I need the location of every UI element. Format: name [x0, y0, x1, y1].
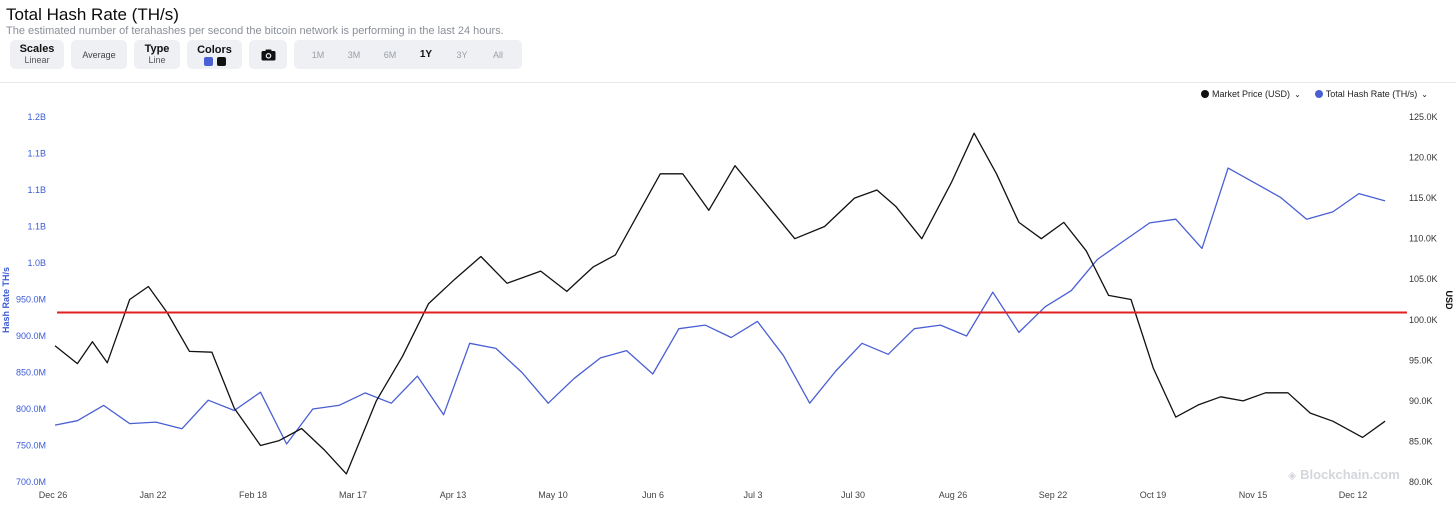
scales-label: Scales: [19, 43, 55, 55]
blockchain-logo-icon: ◈: [1288, 470, 1297, 482]
header-divider: [0, 82, 1456, 83]
legend-label-hash-rate: Total Hash Rate (TH/s): [1325, 89, 1418, 99]
y-right-tick-label: 85.0K: [1409, 436, 1433, 446]
x-tick-label: Sep 22: [1039, 490, 1068, 500]
range-1y[interactable]: 1Y: [419, 49, 433, 60]
type-value: Line: [148, 55, 166, 65]
scales-value: Linear: [24, 55, 50, 65]
watermark-text: Blockchain.com: [1300, 467, 1400, 482]
average-button[interactable]: Average: [71, 40, 127, 69]
y-left-tick-label: 1.1B: [27, 149, 46, 159]
x-tick-label: Aug 26: [939, 490, 968, 500]
market-price-series-line: [54, 132, 1386, 475]
y-left-tick-label: 900.0M: [16, 331, 46, 341]
y-right-axis-title: USD: [1444, 290, 1454, 310]
y-right-tick-label: 105.0K: [1409, 274, 1438, 284]
y-right-tick-label: 90.0K: [1409, 396, 1433, 406]
y-left-tick-label: 1.1B: [27, 222, 46, 232]
scales-button[interactable]: Scales Linear: [10, 40, 64, 69]
x-tick-label: Oct 19: [1140, 490, 1167, 500]
y-right-tick-label: 125.0K: [1409, 112, 1438, 122]
y-right-tick-label: 80.0K: [1409, 477, 1433, 487]
x-tick-label: Feb 18: [239, 490, 267, 500]
range-1m[interactable]: 1M: [311, 49, 325, 60]
type-button[interactable]: Type Line: [134, 40, 180, 69]
x-tick-label: Jun 6: [642, 490, 664, 500]
x-tick-label: Mar 17: [339, 490, 367, 500]
colors-button[interactable]: Colors: [187, 40, 242, 69]
x-tick-label: Dec 12: [1339, 490, 1368, 500]
range-3y[interactable]: 3Y: [456, 49, 468, 60]
y-right-tick-label: 100.0K: [1409, 315, 1438, 325]
y-right-tick-label: 115.0K: [1409, 193, 1437, 203]
page-subtitle: The estimated number of terahashes per s…: [6, 25, 504, 37]
x-tick-label: May 10: [538, 490, 568, 500]
y-left-tick-label: 700.0M: [16, 477, 46, 487]
y-left-tick-label: 1.1B: [27, 185, 46, 195]
average-label: Average: [82, 49, 116, 60]
range-6m[interactable]: 6M: [383, 49, 397, 60]
chart-toolbar: Scales Linear Average Type Line Colors 1…: [10, 40, 522, 69]
y-left-tick-label: 800.0M: [16, 404, 46, 414]
x-tick-label: Dec 26: [39, 490, 68, 500]
chevron-down-icon: ⌄: [1421, 89, 1428, 99]
hash-rate-series-line: [54, 167, 1386, 445]
legend-dot-market-price: [1201, 90, 1210, 98]
page-title: Total Hash Rate (TH/s): [6, 5, 179, 24]
range-selector: 1M 3M 6M 1Y 3Y All: [294, 40, 522, 69]
y-left-tick-label: 1.0B: [27, 258, 46, 268]
y-left-tick-label: 950.0M: [16, 295, 46, 305]
color-swatch-price[interactable]: [216, 56, 226, 66]
legend-dot-hash-rate: [1314, 90, 1323, 98]
legend-item-hash-rate[interactable]: Total Hash Rate (TH/s) ⌄: [1314, 89, 1428, 99]
color-swatch-hashrate[interactable]: [203, 56, 213, 66]
x-tick-label: Jul 3: [743, 490, 762, 500]
chevron-down-icon: ⌄: [1294, 89, 1301, 99]
blockchain-watermark: ◈ Blockchain.com: [1288, 467, 1400, 482]
legend-item-market-price[interactable]: Market Price (USD) ⌄: [1201, 89, 1301, 99]
y-right-tick-label: 95.0K: [1409, 355, 1433, 365]
y-right-tick-label: 120.0K: [1409, 153, 1438, 163]
x-tick-label: Jan 22: [139, 490, 166, 500]
x-tick-label: Nov 15: [1239, 490, 1268, 500]
camera-icon: [261, 49, 275, 60]
y-left-tick-label: 850.0M: [16, 368, 46, 378]
y-right-tick-label: 110.0K: [1409, 234, 1437, 244]
camera-button[interactable]: [249, 40, 287, 69]
range-3m[interactable]: 3M: [347, 49, 361, 60]
chart-legend: Market Price (USD) ⌄ Total Hash Rate (TH…: [1201, 89, 1428, 99]
range-all[interactable]: All: [492, 49, 503, 60]
y-left-tick-label: 1.2B: [27, 112, 46, 122]
x-tick-label: Apr 13: [440, 490, 467, 500]
type-label: Type: [144, 43, 170, 55]
y-left-axis-title: Hash Rate TH/s: [1, 267, 11, 333]
colors-label: Colors: [197, 43, 232, 56]
y-left-tick-label: 750.0M: [16, 441, 46, 451]
legend-label-market-price: Market Price (USD): [1212, 89, 1291, 99]
x-tick-label: Jul 30: [841, 490, 865, 500]
